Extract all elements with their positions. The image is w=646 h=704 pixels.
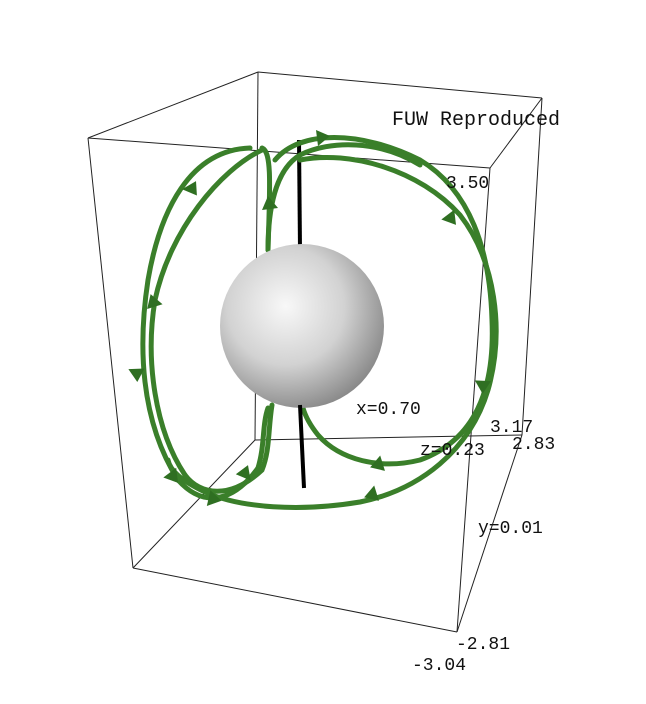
field-line-lower-left: [182, 402, 275, 494]
central-sphere: [220, 244, 384, 408]
y-coordinate-label: y=0.01: [478, 519, 543, 539]
plot-title: FUW Reproduced: [392, 109, 560, 132]
y-tick-label-b: -3.04: [412, 656, 466, 676]
field-arrow: [163, 467, 178, 483]
field-arrow: [370, 455, 385, 471]
x-coordinate-label: x=0.70: [356, 400, 421, 420]
box-edge-back-right-vertical: [521, 97, 543, 436]
box-edge-bottom-front: [132, 567, 458, 633]
box-edge-front-left-vertical: [87, 137, 134, 569]
box-edge-back-top: [257, 71, 543, 99]
box-edge-bottom-right: [456, 434, 523, 633]
x-tick-label-a: 3.17: [490, 418, 533, 438]
z-axis-line-bottom: [298, 404, 306, 489]
z-top-tick-label: 3.50: [446, 174, 489, 194]
field-arrow: [316, 130, 330, 146]
field-arrow: [364, 485, 379, 501]
field-lines: [140, 135, 499, 510]
y-tick-label-a: -2.81: [456, 635, 510, 655]
field-line-outer-left: [140, 145, 271, 501]
field-arrow: [147, 294, 163, 309]
box-edge-front-right-vertical: [456, 167, 491, 633]
field-arrow: [262, 196, 278, 210]
field-arrow: [441, 209, 456, 225]
z-coordinate-label: z=0.23: [420, 441, 485, 461]
box-edge-back-right-top: [489, 97, 543, 169]
box-edge-bottom-left: [132, 439, 256, 569]
field-line-inner-right: [265, 142, 423, 253]
box-edge-back-left-top: [87, 71, 259, 139]
field-arrow: [235, 465, 251, 481]
field-arrow: [128, 368, 145, 382]
x-tick-label-b: 2.83: [512, 435, 555, 455]
field-arrow: [206, 490, 222, 507]
bounding-box: [87, 71, 543, 633]
field-line-top-arc: [272, 135, 495, 467]
field-arrow: [474, 380, 491, 394]
field-arrow: [182, 181, 197, 196]
box-edge-bottom-back: [254, 434, 523, 441]
field-arrows: [128, 130, 491, 507]
